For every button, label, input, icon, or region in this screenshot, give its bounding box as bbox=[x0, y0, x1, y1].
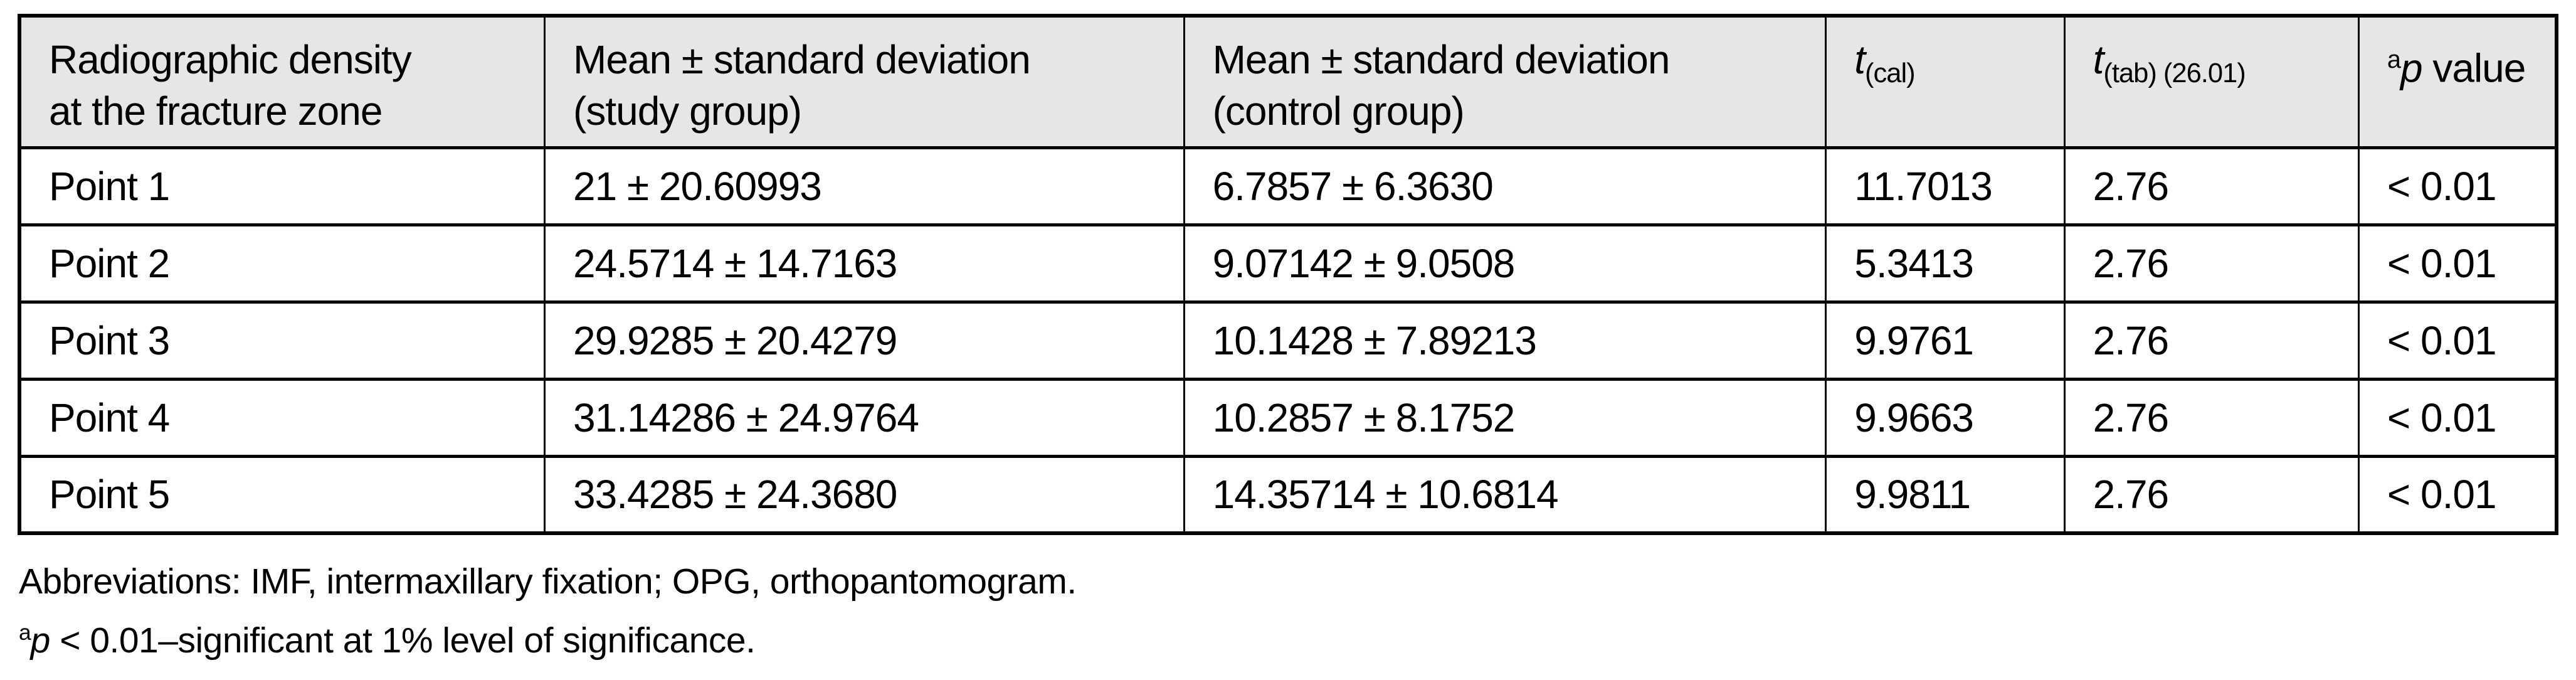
col-header-density-label: Radiographic density at the fracture zon… bbox=[49, 37, 412, 134]
cell-p-value: < 0.01 bbox=[2357, 377, 2558, 458]
footnote-p-symbol: p bbox=[30, 620, 51, 661]
col-header-control-mean: Mean ± standard deviation (control group… bbox=[1183, 14, 1827, 149]
cell-t-tab: 2.76 bbox=[2063, 377, 2360, 458]
cell-study-mean: 24.5714 ± 14.7163 bbox=[544, 223, 1185, 304]
cell-t-cal: 9.9761 bbox=[1825, 300, 2066, 381]
cell-control-mean: 14.35714 ± 10.6814 bbox=[1183, 454, 1827, 535]
table-row: Point 5 33.4285 ± 24.3680 14.35714 ± 10.… bbox=[18, 454, 2558, 535]
cell-control-mean: 10.2857 ± 8.1752 bbox=[1183, 377, 1827, 458]
cell-point-label: Point 2 bbox=[18, 223, 546, 304]
cell-study-mean: 33.4285 ± 24.3680 bbox=[544, 454, 1185, 535]
footnote-marker-a: a bbox=[19, 620, 31, 645]
cell-t-cal: 11.7013 bbox=[1825, 146, 2066, 226]
col-header-t-tab: t(tab) (26.01) bbox=[2063, 14, 2360, 149]
footnote-significance-text: < 0.01–significant at 1% level of signif… bbox=[50, 620, 756, 661]
t-cal-subscript: (cal) bbox=[1865, 58, 1916, 88]
col-header-density: Radiographic density at the fracture zon… bbox=[18, 14, 546, 149]
cell-t-tab: 2.76 bbox=[2063, 223, 2360, 304]
header-row: Radiographic density at the fracture zon… bbox=[18, 14, 2558, 149]
cell-control-mean: 10.1428 ± 7.89213 bbox=[1183, 300, 1827, 381]
table-row: Point 3 29.9285 ± 20.4279 10.1428 ± 7.89… bbox=[18, 300, 2558, 381]
table-footnotes: Abbreviations: IMF, intermaxillary fixat… bbox=[19, 556, 1077, 666]
table-row: Point 4 31.14286 ± 24.9764 10.2857 ± 8.1… bbox=[18, 377, 2558, 458]
col-header-p-value: ap value bbox=[2357, 14, 2558, 149]
cell-point-label: Point 5 bbox=[18, 454, 546, 535]
cell-point-label: Point 1 bbox=[18, 146, 546, 226]
cell-study-mean: 31.14286 ± 24.9764 bbox=[544, 377, 1185, 458]
cell-p-value: < 0.01 bbox=[2357, 300, 2558, 381]
cell-t-cal: 5.3413 bbox=[1825, 223, 2066, 304]
table-row: Point 2 24.5714 ± 14.7163 9.07142 ± 9.05… bbox=[18, 223, 2558, 304]
cell-p-value: < 0.01 bbox=[2357, 146, 2558, 226]
cell-t-tab: 2.76 bbox=[2063, 300, 2360, 381]
cell-point-label: Point 3 bbox=[18, 300, 546, 381]
col-header-control-mean-label: Mean ± standard deviation (control group… bbox=[1212, 37, 1671, 134]
cell-t-tab: 2.76 bbox=[2063, 146, 2360, 226]
footnote-abbreviations: Abbreviations: IMF, intermaxillary fixat… bbox=[19, 561, 1077, 602]
table-row: Point 1 21 ± 20.60993 6.7857 ± 6.3630 11… bbox=[18, 146, 2558, 226]
t-tab-subscript: (tab) (26.01) bbox=[2103, 58, 2246, 88]
p-symbol: p bbox=[2400, 45, 2423, 91]
col-header-study-mean-label: Mean ± standard deviation (study group) bbox=[573, 37, 1031, 134]
p-value-superscript-a: a bbox=[2387, 46, 2401, 73]
p-value-label-rest: value bbox=[2422, 45, 2526, 91]
footnote-significance: ap < 0.01–significant at 1% level of sig… bbox=[19, 607, 1077, 666]
results-table: Radiographic density at the fracture zon… bbox=[18, 14, 2558, 535]
cell-control-mean: 6.7857 ± 6.3630 bbox=[1183, 146, 1827, 226]
col-header-t-cal: t(cal) bbox=[1825, 14, 2066, 149]
col-header-study-mean: Mean ± standard deviation (study group) bbox=[544, 14, 1185, 149]
cell-study-mean: 21 ± 20.60993 bbox=[544, 146, 1185, 226]
cell-control-mean: 9.07142 ± 9.0508 bbox=[1183, 223, 1827, 304]
cell-t-cal: 9.9811 bbox=[1825, 454, 2066, 535]
table-container: Radiographic density at the fracture zon… bbox=[18, 14, 2558, 535]
cell-t-tab: 2.76 bbox=[2063, 454, 2360, 535]
t-cal-symbol: t bbox=[1854, 37, 1866, 82]
t-tab-symbol: t bbox=[2093, 37, 2104, 82]
cell-t-cal: 9.9663 bbox=[1825, 377, 2066, 458]
cell-p-value: < 0.01 bbox=[2357, 454, 2558, 535]
cell-study-mean: 29.9285 ± 20.4279 bbox=[544, 300, 1185, 381]
cell-point-label: Point 4 bbox=[18, 377, 546, 458]
cell-p-value: < 0.01 bbox=[2357, 223, 2558, 304]
